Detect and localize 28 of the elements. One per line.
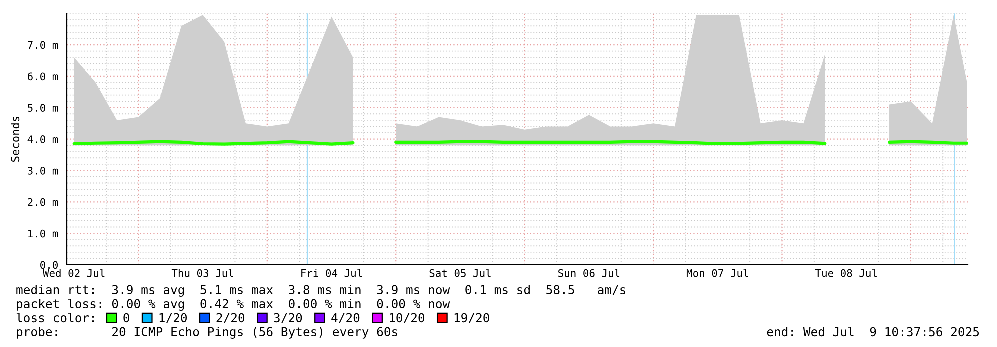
- legend-label: 0: [124, 313, 130, 323]
- text: median rtt: 3.9 ms avg 5.1 ms max 3.8 ms min 3.9 ms now 0.1 ms sd 58.5 am/s: [16, 285, 626, 297]
- x-tick-label: Thu 03 Jul: [172, 269, 234, 278]
- text: probe: 20 ICMP Echo Pings (56 Bytes) every 60s: [17, 327, 398, 339]
- y-tick-label: 7.0 m: [28, 41, 58, 50]
- x-tick-label: Tue 08 Jul: [816, 269, 877, 278]
- y-tick-label: 3.0 m: [28, 166, 58, 175]
- legend-label: 2/20: [216, 313, 245, 324]
- legend-label: 4/20: [332, 313, 360, 324]
- legend-title: loss color:: [16, 313, 94, 323]
- y-tick-label: 4.0 m: [28, 136, 58, 144]
- x-tick-label: Wed 02 Jul: [42, 269, 105, 278]
- y-tick-label: 6.0 m: [28, 72, 58, 81]
- x-tick-label: Sun 06 Jul: [558, 269, 620, 278]
- y-tick-label: 2.0 m: [28, 198, 58, 206]
- y-tick-label: 1.0 m: [28, 230, 58, 238]
- text: packet loss: 0.00 % avg 0.42 % max 0.00 % min 0.00 % now: [17, 299, 450, 311]
- legend-label: 3/20: [274, 313, 302, 324]
- text: end: Wed Jul 9 10:37:56 2025: [767, 327, 980, 337]
- y-tick-label: 0.0: [40, 261, 58, 270]
- legend-label: 19/20: [454, 313, 490, 324]
- x-tick-label: Sat 05 Jul: [430, 269, 491, 278]
- x-tick-label: Fri 04 Jul: [302, 269, 362, 278]
- y-axis-title: Seconds: [11, 116, 20, 162]
- legend-label: 1/20: [160, 313, 187, 324]
- y-tick-label: 5.0 m: [28, 104, 58, 112]
- legend-label: 10/20: [390, 313, 425, 324]
- x-tick-label: Mon 07 Jul: [686, 269, 748, 278]
